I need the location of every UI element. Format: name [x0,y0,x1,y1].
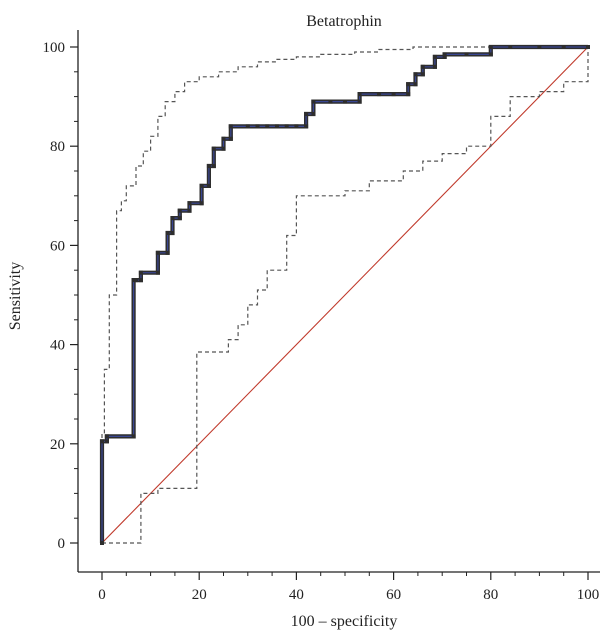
roc-point [406,92,411,97]
roc-point [245,124,250,129]
roc-point [508,45,513,49]
roc-point [304,124,309,129]
roc-point [265,124,270,129]
roc-point [413,72,418,77]
y-tick-label: 80 [50,139,65,155]
roc-point [442,54,447,59]
roc-point [104,434,109,439]
roc-point [228,136,233,141]
roc-point [537,45,542,49]
roc-point [294,124,299,129]
chart-title: Betatrophin [306,13,382,30]
x-axis: 0 20 40 60 80 100 [78,571,600,603]
roc-point [170,231,175,235]
roc-point [357,99,362,104]
roc-point [561,45,566,49]
x-tick-label: 0 [98,587,106,603]
roc-point [165,250,170,255]
roc-point [187,201,192,206]
roc-point [228,124,233,129]
roc-point [100,541,104,545]
roc-point [221,146,226,151]
x-tick-label: 40 [289,587,304,603]
x-tick-label: 20 [192,587,207,603]
roc-point [211,164,216,169]
y-tick-label: 60 [50,238,65,254]
roc-point [255,124,260,129]
x-axis-title: 100 – specificity [291,613,398,630]
roc-point [211,146,216,151]
roc-point [274,124,279,129]
roc-point [377,92,382,97]
roc-point [138,270,143,275]
roc-point [328,99,333,104]
roc-point [406,82,411,87]
roc-point [413,82,418,87]
y-tick-label: 40 [50,338,65,354]
roc-point [131,278,136,283]
roc-point [206,164,211,169]
roc-point [170,216,175,221]
roc-point [420,64,425,69]
roc-point [100,439,104,444]
roc-point [357,92,362,97]
roc-point [138,278,143,283]
y-axis: 0 20 40 60 80 100 [43,30,79,572]
roc-point [104,439,109,444]
x-tick-label: 60 [386,587,401,603]
roc-point [420,72,425,77]
roc-point [131,434,136,439]
roc-point [199,201,204,206]
x-tick-label: 100 [577,587,600,603]
roc-point [391,92,396,97]
reference-line-line [101,46,589,544]
plot-area [99,44,590,545]
roc-point [165,231,170,235]
roc-point [432,54,437,59]
roc-point [206,183,211,188]
upper-confidence-bound-line [101,46,588,543]
roc-point [177,208,182,213]
roc-point [155,270,160,275]
roc-point [464,52,469,57]
roc-point [304,111,309,116]
y-axis-title: Sensitivity [7,262,24,330]
roc-point [155,250,160,255]
roc-point [311,99,316,104]
roc-point [488,52,493,57]
roc-point [221,136,226,141]
x-tick-label: 80 [483,587,498,603]
roc-point [177,216,182,221]
roc-point [432,64,437,69]
roc-point [343,99,347,104]
roc-point [586,45,590,49]
roc-point [187,208,192,213]
y-tick-label: 20 [50,437,65,453]
roc-point [311,111,316,116]
roc-point [488,45,493,49]
y-tick-label: 0 [58,536,66,552]
roc-point [199,183,204,188]
roc-point [284,124,289,129]
roc-point [134,278,139,283]
roc-point [442,52,447,57]
y-tick-label: 100 [43,40,66,56]
